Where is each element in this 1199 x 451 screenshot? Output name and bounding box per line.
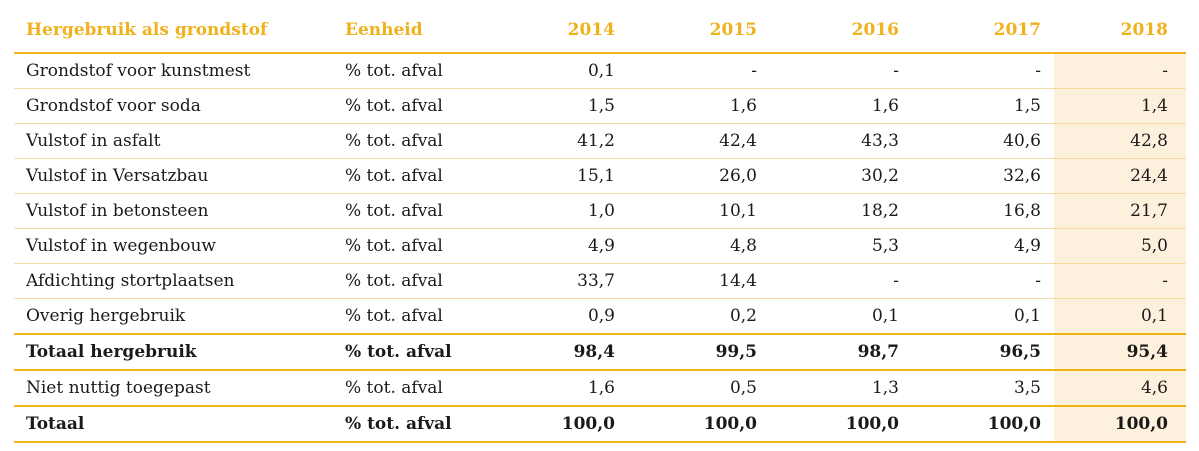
table-row: Vulstof in asfalt% tot. afval 41,2 42,4 43,… <box>14 123 1186 159</box>
cell-value: 18,2 <box>770 193 912 229</box>
cell-value: - <box>1054 53 1186 89</box>
recycling-table: Hergebruik als grondstof Eenheid 2014 20… <box>14 8 1186 443</box>
cell-value: 4,9 <box>485 228 628 264</box>
table-row: Vulstof in wegenbouw% tot. afval 4,9 4,8 5,… <box>14 228 1186 264</box>
cell-value: 42,4 <box>628 123 770 159</box>
header-year-2017: 2017 <box>912 8 1054 54</box>
cell-value: 1,6 <box>485 370 628 407</box>
cell-value: 98,4 <box>485 333 628 371</box>
cell-value: 0,1 <box>485 53 628 89</box>
row-unit: % tot. afval <box>345 405 485 443</box>
row-unit: % tot. afval <box>345 228 485 264</box>
row-label: Grondstof voor soda <box>14 88 345 124</box>
table-row: Grondstof voor kunstmest% tot. afval 0,1-… <box>14 53 1186 89</box>
table-row: Overig hergebruik% tot. afval 0,9 0,2 0,1 0,… <box>14 298 1186 335</box>
header-year-2016: 2016 <box>770 8 912 54</box>
cell-value: - <box>912 53 1054 89</box>
row-label: Niet nuttig toegepast <box>14 370 345 407</box>
row-unit: % tot. afval <box>345 88 485 124</box>
row-unit: % tot. afval <box>345 123 485 159</box>
row-label: Vulstof in asfalt <box>14 123 345 159</box>
cell-value: 40,6 <box>912 123 1054 159</box>
table-header-row: Hergebruik als grondstof Eenheid 2014 20… <box>14 8 1186 54</box>
cell-value: 100,0 <box>912 405 1054 443</box>
table-row: Vulstof in betonsteen% tot. afval 1,0 10,1… <box>14 193 1186 229</box>
header-category: Hergebruik als grondstof <box>14 8 345 54</box>
row-unit: % tot. afval <box>345 193 485 229</box>
cell-value: 33,7 <box>485 263 628 299</box>
cell-value: - <box>628 53 770 89</box>
cell-value: 4,8 <box>628 228 770 264</box>
cell-value: - <box>912 263 1054 299</box>
row-label: Grondstof voor kunstmest <box>14 53 345 89</box>
row-label: Totaal hergebruik <box>14 333 345 371</box>
cell-value: 4,6 <box>1054 370 1186 407</box>
cell-value: 10,1 <box>628 193 770 229</box>
cell-value: 0,9 <box>485 298 628 335</box>
cell-value: 5,3 <box>770 228 912 264</box>
row-label: Afdichting stortplaatsen <box>14 263 345 299</box>
cell-value: 100,0 <box>485 405 628 443</box>
cell-value: 1,4 <box>1054 88 1186 124</box>
header-year-2018: 2018 <box>1054 8 1186 54</box>
cell-value: 0,1 <box>770 298 912 335</box>
row-unit: % tot. afval <box>345 298 485 335</box>
row-label: Vulstof in Versatzbau <box>14 158 345 194</box>
cell-value: - <box>770 263 912 299</box>
cell-value: 26,0 <box>628 158 770 194</box>
cell-value: - <box>1054 263 1186 299</box>
cell-value: 24,4 <box>1054 158 1186 194</box>
cell-value: 1,0 <box>485 193 628 229</box>
cell-value: 4,9 <box>912 228 1054 264</box>
cell-value: 100,0 <box>628 405 770 443</box>
cell-value: 1,3 <box>770 370 912 407</box>
header-year-2015: 2015 <box>628 8 770 54</box>
row-label: Vulstof in betonsteen <box>14 193 345 229</box>
row-unit: % tot. afval <box>345 263 485 299</box>
cell-value: 100,0 <box>770 405 912 443</box>
cell-value: 30,2 <box>770 158 912 194</box>
table-row: Niet nuttig toegepast% tot. afval 1,6 0,5 1… <box>14 370 1186 407</box>
header-unit: Eenheid <box>345 8 485 54</box>
cell-value: 15,1 <box>485 158 628 194</box>
cell-value: 16,8 <box>912 193 1054 229</box>
cell-value: 32,6 <box>912 158 1054 194</box>
header-year-2014: 2014 <box>485 8 628 54</box>
cell-value: 99,5 <box>628 333 770 371</box>
cell-value: 0,1 <box>912 298 1054 335</box>
table-row: Totaal hergebruik% tot. afval 98,4 99,5 98,… <box>14 333 1186 371</box>
cell-value: 100,0 <box>1054 405 1186 443</box>
cell-value: - <box>770 53 912 89</box>
cell-value: 98,7 <box>770 333 912 371</box>
cell-value: 1,5 <box>485 88 628 124</box>
cell-value: 1,5 <box>912 88 1054 124</box>
cell-value: 21,7 <box>1054 193 1186 229</box>
row-label: Overig hergebruik <box>14 298 345 335</box>
row-label: Vulstof in wegenbouw <box>14 228 345 264</box>
table-row: Totaal% tot. afval 100,0 100,0 100,0 100,0 10… <box>14 405 1186 443</box>
table-row: Vulstof in Versatzbau% tot. afval 15,1 26,… <box>14 158 1186 194</box>
row-unit: % tot. afval <box>345 333 485 371</box>
cell-value: 1,6 <box>628 88 770 124</box>
cell-value: 96,5 <box>912 333 1054 371</box>
cell-value: 3,5 <box>912 370 1054 407</box>
cell-value: 43,3 <box>770 123 912 159</box>
row-unit: % tot. afval <box>345 158 485 194</box>
cell-value: 14,4 <box>628 263 770 299</box>
table-body: Grondstof voor kunstmest% tot. afval 0,1-… <box>14 53 1186 443</box>
cell-value: 5,0 <box>1054 228 1186 264</box>
table-row: Afdichting stortplaatsen% tot. afval 33,7… <box>14 263 1186 299</box>
row-unit: % tot. afval <box>345 370 485 407</box>
row-label: Totaal <box>14 405 345 443</box>
row-unit: % tot. afval <box>345 53 485 89</box>
cell-value: 41,2 <box>485 123 628 159</box>
cell-value: 0,5 <box>628 370 770 407</box>
cell-value: 1,6 <box>770 88 912 124</box>
cell-value: 0,1 <box>1054 298 1186 335</box>
cell-value: 0,2 <box>628 298 770 335</box>
cell-value: 95,4 <box>1054 333 1186 371</box>
cell-value: 42,8 <box>1054 123 1186 159</box>
table-row: Grondstof voor soda% tot. afval 1,5 1,6 1,6… <box>14 88 1186 124</box>
